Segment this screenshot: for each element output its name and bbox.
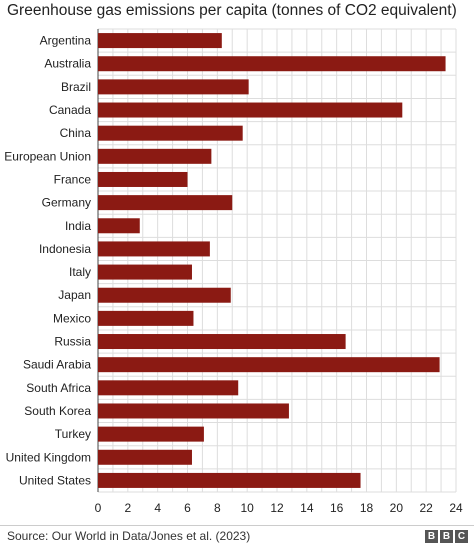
category-label: South Africa xyxy=(26,381,91,395)
bar xyxy=(98,357,440,373)
bar xyxy=(98,79,249,95)
source-note: Source: Our World in Data/Jones et al. (… xyxy=(7,529,251,543)
category-label: Australia xyxy=(44,57,91,71)
bar xyxy=(98,195,233,211)
x-tick-label: 24 xyxy=(449,501,463,515)
logo-letter: B xyxy=(440,530,453,543)
chart-title: Greenhouse gas emissions per capita (ton… xyxy=(7,2,457,19)
category-label: Japan xyxy=(58,288,91,302)
x-tick-label: 2 xyxy=(124,501,131,515)
x-tick-label: 6 xyxy=(184,501,191,515)
x-axis-ticks: 0 2 4 6 8 10 12 14 16 18 20 22 24 xyxy=(95,501,463,515)
category-label: Germany xyxy=(42,196,91,210)
x-tick-label: 4 xyxy=(154,501,161,515)
bar xyxy=(98,148,212,164)
category-label: Argentina xyxy=(40,34,92,48)
bar xyxy=(98,380,239,396)
category-labels: Argentina Australia Brazil Canada China Europ… xyxy=(4,34,91,488)
x-tick-label: 0 xyxy=(95,501,102,515)
bar xyxy=(98,125,243,141)
bar xyxy=(98,102,403,118)
category-label: United Kingdom xyxy=(6,450,91,464)
bar xyxy=(98,403,289,419)
category-label: South Korea xyxy=(24,404,91,418)
logo-letter: C xyxy=(455,530,468,543)
category-label: India xyxy=(65,219,91,233)
x-tick-label: 12 xyxy=(270,501,284,515)
bar xyxy=(98,334,346,350)
grid-lines xyxy=(97,28,457,493)
category-label: Saudi Arabia xyxy=(23,358,91,372)
x-tick-label: 22 xyxy=(419,501,433,515)
bar xyxy=(98,218,140,234)
bar xyxy=(98,310,194,326)
x-tick-label: 16 xyxy=(330,501,344,515)
category-label: Russia xyxy=(54,335,91,349)
bar xyxy=(98,472,361,488)
category-label: Mexico xyxy=(53,311,91,325)
category-label: European Union xyxy=(4,149,91,163)
bar xyxy=(98,241,210,257)
footer-divider xyxy=(0,525,474,526)
bbc-logo: B B C xyxy=(425,530,468,543)
bar-chart: Argentina Australia Brazil Canada China Europ… xyxy=(4,28,463,515)
category-label: Indonesia xyxy=(39,242,91,256)
category-label: Turkey xyxy=(55,427,91,441)
bar xyxy=(98,287,231,303)
category-label: Canada xyxy=(49,103,91,117)
bars xyxy=(98,33,446,488)
x-tick-label: 14 xyxy=(300,501,314,515)
category-label: China xyxy=(60,126,92,140)
bar xyxy=(98,449,192,465)
x-tick-label: 10 xyxy=(240,501,254,515)
x-tick-label: 18 xyxy=(360,501,374,515)
bar xyxy=(98,171,188,187)
x-tick-label: 8 xyxy=(214,501,221,515)
logo-letter: B xyxy=(425,530,438,543)
bar xyxy=(98,426,204,442)
bar xyxy=(98,33,222,49)
category-label: France xyxy=(54,172,92,186)
bar xyxy=(98,264,192,280)
category-label: United States xyxy=(19,473,91,487)
x-tick-label: 20 xyxy=(390,501,404,515)
bar xyxy=(98,56,446,72)
category-label: Italy xyxy=(69,265,91,279)
category-label: Brazil xyxy=(61,80,91,94)
